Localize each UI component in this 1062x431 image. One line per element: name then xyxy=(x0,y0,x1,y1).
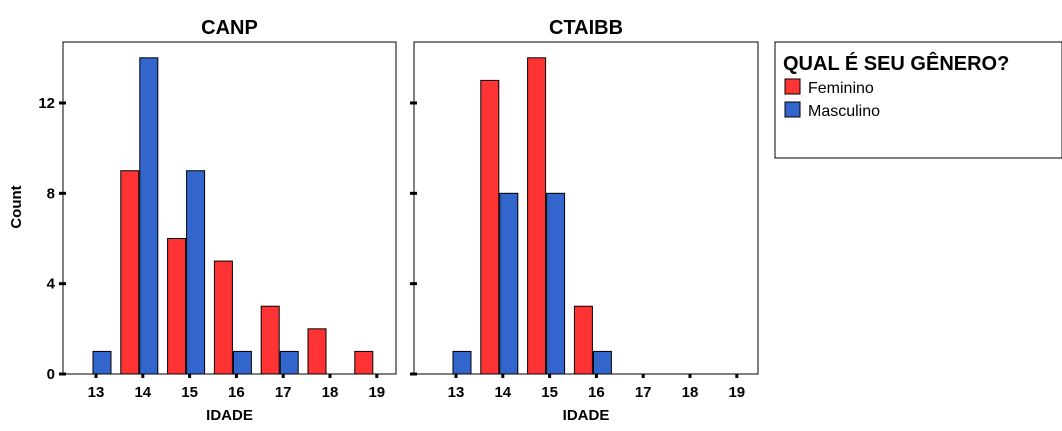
bar-masculino-15 xyxy=(546,192,566,375)
bar-masculino-16 xyxy=(592,350,612,375)
y-tick-label: 8 xyxy=(47,185,55,202)
y-axis-label: Count xyxy=(8,185,25,228)
x-tick-label: 15 xyxy=(541,384,558,401)
x-tick-label: 17 xyxy=(275,384,292,401)
legend-swatch-feminino xyxy=(784,78,801,95)
x-tick-label: 19 xyxy=(728,384,745,401)
legend-swatch-masculino xyxy=(784,101,801,118)
bar-feminino-16 xyxy=(213,260,233,375)
x-tick-label: 14 xyxy=(494,384,511,401)
legend: QUAL É SEU GÊNERO? Feminino Masculino xyxy=(774,41,1062,159)
x-tick-label: 16 xyxy=(228,384,245,401)
legend-title: QUAL É SEU GÊNERO? xyxy=(783,51,1009,75)
bar-feminino-19 xyxy=(354,350,374,375)
bar-masculino-13 xyxy=(92,350,112,375)
bar-feminino-16 xyxy=(573,305,593,375)
bar-feminino-18 xyxy=(307,328,327,375)
panel-title: CANP xyxy=(201,17,258,39)
bar-masculino-17 xyxy=(279,350,299,375)
bar-masculino-15 xyxy=(186,170,206,375)
x-tick-label: 13 xyxy=(448,384,465,401)
bar-feminino-14 xyxy=(120,170,140,375)
x-tick-label: 15 xyxy=(181,384,198,401)
x-tick-label: 18 xyxy=(682,384,699,401)
bar-masculino-13 xyxy=(452,350,472,375)
x-tick-label: 18 xyxy=(322,384,339,401)
legend-item-feminino: Feminino xyxy=(808,80,874,97)
panel-canp: CANP 0 4 8 12 13 14 15 16 17 18 19 IDADE xyxy=(38,17,397,424)
y-tick-label: 0 xyxy=(47,366,55,383)
bar-masculino-14 xyxy=(499,192,519,375)
x-tick-label: 16 xyxy=(588,384,605,401)
panel-ctaibb: CTAIBB 13 14 15 16 17 18 19 IDADE xyxy=(410,17,759,424)
x-tick-label: 17 xyxy=(635,384,652,401)
bar-feminino-14 xyxy=(480,79,500,375)
bar-feminino-17 xyxy=(260,305,280,375)
bar-masculino-16 xyxy=(232,350,252,375)
bar-masculino-14 xyxy=(139,57,159,375)
y-tick-label: 12 xyxy=(38,95,55,112)
panel-title: CTAIBB xyxy=(549,17,623,39)
x-tick-label: 13 xyxy=(88,384,105,401)
x-axis-label: IDADE xyxy=(563,407,610,424)
bar-feminino-15 xyxy=(167,237,187,375)
x-tick-label: 19 xyxy=(368,384,385,401)
x-axis-label: IDADE xyxy=(206,407,253,424)
bar-feminino-15 xyxy=(527,57,547,375)
legend-item-masculino: Masculino xyxy=(808,103,880,120)
y-tick-label: 4 xyxy=(47,276,56,293)
x-tick-label: 14 xyxy=(134,384,151,401)
legend-frame xyxy=(774,41,1062,159)
